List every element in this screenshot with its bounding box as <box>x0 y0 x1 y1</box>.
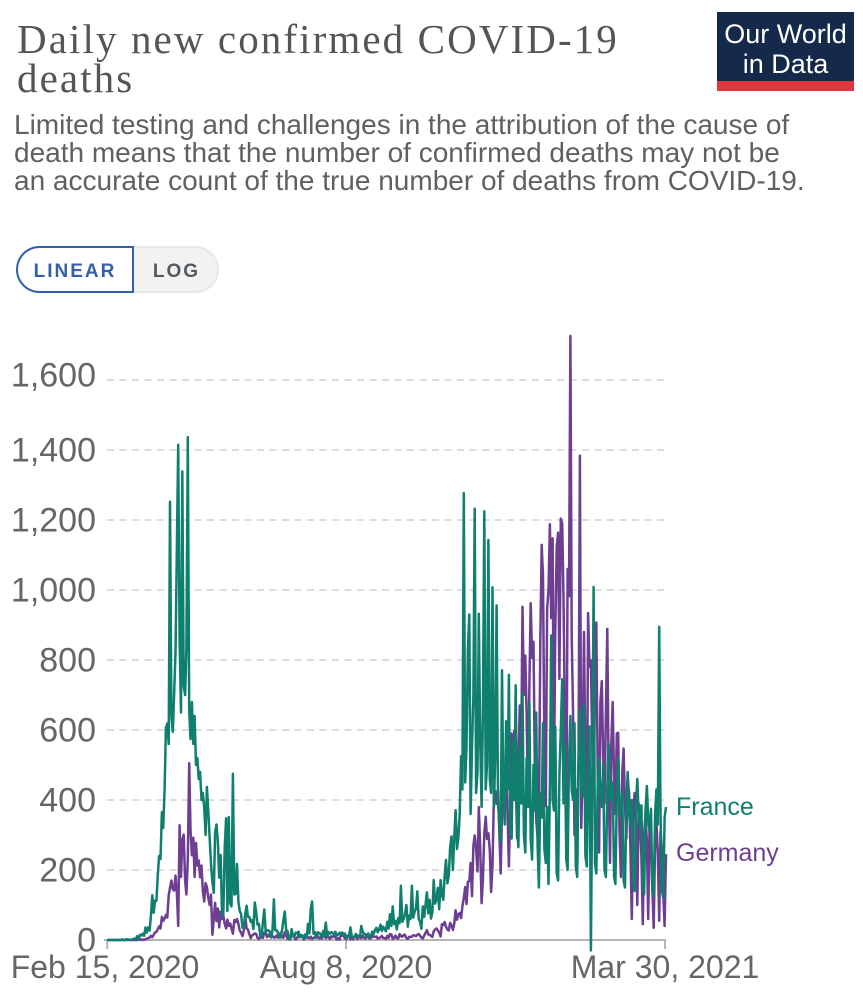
svg-text:Mar 30, 2021: Mar 30, 2021 <box>571 949 760 985</box>
svg-text:400: 400 <box>39 782 96 820</box>
svg-text:800: 800 <box>39 642 96 680</box>
svg-text:1,200: 1,200 <box>11 502 96 540</box>
svg-text:1,400: 1,400 <box>11 432 96 470</box>
svg-text:Germany: Germany <box>676 839 779 867</box>
svg-text:Feb 15, 2020: Feb 15, 2020 <box>11 949 200 985</box>
svg-text:1,600: 1,600 <box>11 357 96 395</box>
svg-text:Aug 8, 2020: Aug 8, 2020 <box>260 949 433 985</box>
svg-text:France: France <box>676 793 754 821</box>
svg-text:600: 600 <box>39 712 96 750</box>
svg-text:0: 0 <box>77 922 96 960</box>
svg-text:1,000: 1,000 <box>11 572 96 610</box>
svg-text:200: 200 <box>39 852 96 890</box>
